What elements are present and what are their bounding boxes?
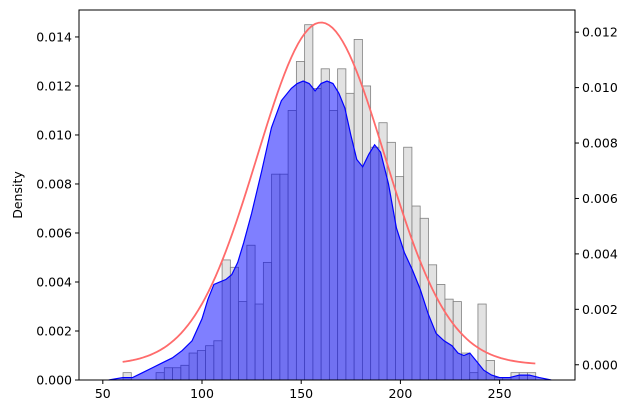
normal-curve-line [122,21,536,365]
y-axis-label: Density [10,171,25,219]
y2-tick-label: 0.002 [582,302,618,317]
y2-tick-label: 0.012 [582,25,618,40]
plot-frame [78,9,576,381]
y2-tick-label: 0.006 [582,191,618,206]
y-tick-label: 0.008 [36,176,72,191]
x-tick-label: 250 [488,386,512,401]
y-tick-label: 0.014 [36,29,72,44]
y2-tick-label: 0.000 [582,357,618,372]
y-tick-label: 0.002 [36,323,72,338]
y-tick-label: 0.004 [36,274,72,289]
kde-area [108,81,552,380]
y-tick-label: 0.012 [36,78,72,93]
y-tick-label: 0.000 [36,373,72,388]
y-tick-label: 0.006 [36,225,72,240]
kde-line [108,80,552,381]
y-tick-label: 0.010 [36,127,72,142]
x-axis: 50 100 150 200 250 [95,380,512,401]
y2-tick-label: 0.004 [582,246,618,261]
x-tick-label: 200 [388,386,412,401]
y-axis-left: 0.000 0.002 0.004 0.006 0.008 0.010 0.012 0.014 [36,29,79,388]
x-tick-label: 100 [190,386,214,401]
y2-tick-label: 0.010 [582,80,618,95]
y2-tick-label: 0.008 [582,136,618,151]
x-tick-label: 50 [95,386,111,401]
x-tick-label: 150 [289,386,313,401]
y-axis-right: 0.000 0.002 0.004 0.006 0.008 0.010 0.012 [575,25,618,372]
